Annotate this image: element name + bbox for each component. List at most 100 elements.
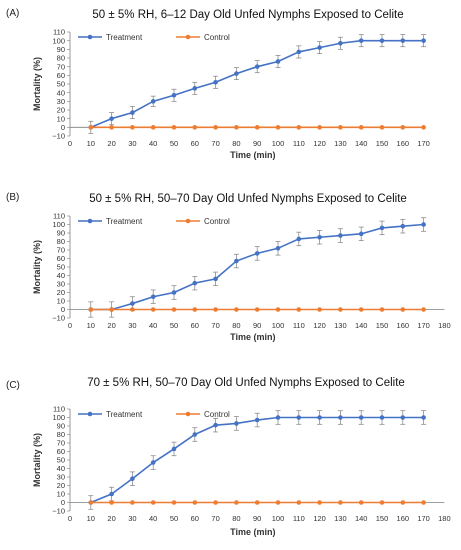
x-tick-label: 90 <box>253 514 261 523</box>
x-tick-label: 120 <box>313 514 326 523</box>
data-point-control <box>171 500 177 505</box>
y-tick-label: 40 <box>57 271 65 280</box>
legend-swatch-marker <box>87 34 93 40</box>
data-point-treatment <box>317 45 322 50</box>
panel-label: (A) <box>6 8 19 19</box>
y-tick-label: 70 <box>57 439 65 448</box>
y-tick-label: 80 <box>57 430 65 439</box>
x-tick-label: 130 <box>334 139 347 148</box>
data-point-control <box>421 500 426 505</box>
data-point-control <box>317 125 322 130</box>
x-tick-label: 120 <box>313 139 326 148</box>
x-tick-label: 100 <box>272 139 285 148</box>
data-point-control <box>421 125 426 130</box>
data-point-control <box>338 307 343 312</box>
data-point-control <box>254 500 260 505</box>
data-point-treatment <box>421 222 426 227</box>
data-point-treatment <box>296 236 302 242</box>
data-point-control <box>234 307 239 312</box>
data-point-treatment <box>379 225 385 231</box>
data-point-control <box>254 307 260 312</box>
data-point-control <box>358 125 364 130</box>
legend-entry-treatment: Treatment <box>106 33 143 42</box>
x-tick-label: 60 <box>191 321 199 330</box>
data-point-control <box>171 125 177 130</box>
x-axis-title: Time (min) <box>230 527 275 537</box>
x-tick-label: 140 <box>355 139 368 148</box>
data-point-control <box>275 125 281 130</box>
y-tick-label: 100 <box>52 36 65 45</box>
data-point-treatment <box>400 38 406 43</box>
y-tick-label: 10 <box>57 297 65 306</box>
data-point-control <box>275 307 281 312</box>
y-tick-label: 20 <box>57 288 65 297</box>
data-point-treatment <box>317 415 322 420</box>
data-point-treatment <box>275 415 281 420</box>
legend-swatch-marker <box>185 34 191 40</box>
y-tick-label: 110 <box>53 28 65 37</box>
y-tick-label: 0 <box>61 498 65 507</box>
x-axis-title: Time (min) <box>230 332 275 342</box>
data-point-treatment <box>421 415 426 420</box>
data-point-treatment <box>338 40 343 46</box>
series-line-treatment <box>90 39 424 129</box>
y-tick-label: 50 <box>57 456 65 465</box>
data-point-control <box>171 307 177 312</box>
legend-swatch-marker <box>87 411 93 417</box>
chart-panel-b: (B) 50 ± 5% RH, 50–70 Day Old Unfed Nymph… <box>6 192 451 342</box>
chart-panel-a: (A) 50 ± 5% RH, 6–12 Day Old Unfed Nymphs… <box>6 8 430 160</box>
x-tick-label: 110 <box>293 139 305 148</box>
data-point-control <box>150 307 156 312</box>
y-tick-label: 90 <box>57 422 65 431</box>
data-point-control <box>130 500 135 505</box>
x-tick-label: 170 <box>417 139 430 148</box>
data-point-control <box>358 500 364 505</box>
data-point-control <box>88 125 94 130</box>
y-tick-label: 70 <box>57 246 65 255</box>
x-tick-label: 180 <box>438 514 451 523</box>
x-tick-label: 70 <box>211 321 219 330</box>
y-tick-label: 90 <box>57 45 65 54</box>
data-point-control <box>150 500 156 505</box>
legend-entry-control: Control <box>204 217 230 226</box>
x-tick-label: 180 <box>438 321 451 330</box>
data-point-treatment <box>130 110 135 115</box>
x-tick-label: 10 <box>87 514 95 523</box>
y-tick-label: 30 <box>57 280 65 289</box>
data-point-treatment <box>296 415 302 420</box>
data-point-treatment <box>234 71 239 76</box>
data-point-treatment <box>254 64 260 69</box>
data-point-control <box>88 307 94 312</box>
data-point-treatment <box>171 92 177 98</box>
y-tick-label: 10 <box>57 114 65 123</box>
y-tick-label: 80 <box>57 237 65 246</box>
data-point-treatment <box>275 246 281 251</box>
legend-entry-control: Control <box>204 33 230 42</box>
y-tick-label: 60 <box>57 71 65 80</box>
x-tick-label: 30 <box>128 321 136 330</box>
x-tick-label: 70 <box>211 139 219 148</box>
legend-swatch-marker <box>185 411 191 417</box>
x-tick-label: 130 <box>334 514 347 523</box>
x-axis-title: Time (min) <box>230 150 275 160</box>
y-tick-label: 70 <box>57 62 65 71</box>
data-point-control <box>338 125 343 130</box>
x-tick-label: 0 <box>68 514 72 523</box>
data-point-treatment <box>213 276 218 282</box>
y-tick-label: 110 <box>53 405 65 414</box>
data-point-control <box>275 500 281 505</box>
x-tick-label: 170 <box>417 514 430 523</box>
data-point-treatment <box>150 99 156 104</box>
x-tick-label: 80 <box>232 514 240 523</box>
data-point-control <box>338 500 343 505</box>
data-point-control <box>192 125 198 130</box>
x-tick-label: 150 <box>376 514 389 523</box>
data-point-treatment <box>400 223 406 229</box>
data-point-control <box>421 307 426 312</box>
x-tick-label: 90 <box>253 139 261 148</box>
data-point-control <box>213 307 218 312</box>
x-tick-label: 50 <box>170 514 178 523</box>
x-tick-label: 40 <box>149 139 157 148</box>
